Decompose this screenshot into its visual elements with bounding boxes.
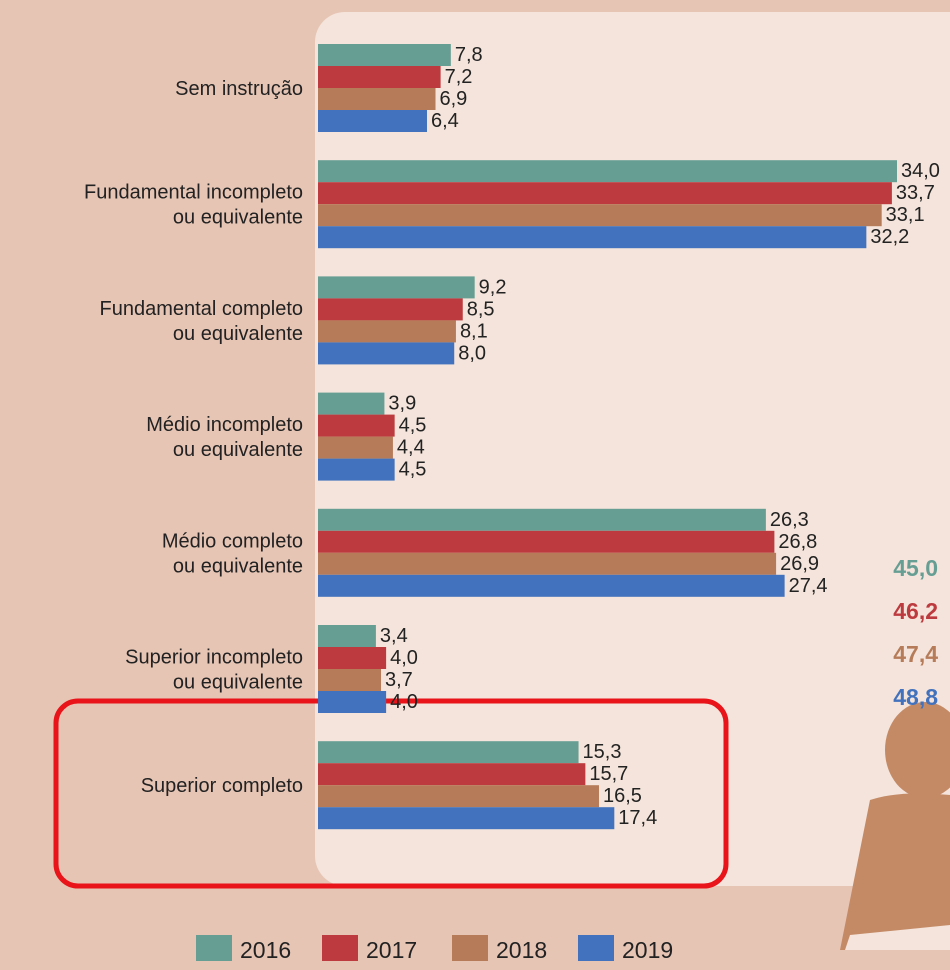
chart: Sem instrução 7,87,26,96,4 Fundamental inc… <box>0 0 950 965</box>
value-label: 4,0 <box>390 647 418 669</box>
bar <box>318 437 393 459</box>
legend-label: 2019 <box>622 937 673 963</box>
annotation: 48,8 <box>893 684 938 710</box>
value-label: 4,4 <box>397 437 425 459</box>
value-label: 17,4 <box>618 807 657 829</box>
bar <box>318 182 892 204</box>
value-label: 4,5 <box>399 459 427 481</box>
value-label: 3,9 <box>388 393 416 415</box>
legend-swatch <box>196 935 232 961</box>
bar <box>318 320 456 342</box>
legend-label: 2017 <box>366 937 417 963</box>
value-label: 26,9 <box>780 553 819 575</box>
value-label: 6,4 <box>431 110 459 132</box>
bar <box>318 669 381 691</box>
bar <box>318 110 427 132</box>
value-label: 26,3 <box>770 509 809 531</box>
value-label: 9,2 <box>479 276 507 298</box>
value-label: 33,7 <box>896 182 935 204</box>
category-label: ou equivalente <box>173 439 303 461</box>
bar <box>318 66 441 88</box>
value-label: 8,0 <box>458 342 486 364</box>
category-label: Fundamental completo <box>100 298 303 320</box>
legend-label: 2016 <box>240 937 291 963</box>
category-label: ou equivalente <box>173 207 303 229</box>
value-label: 27,4 <box>789 575 828 597</box>
value-label: 8,1 <box>460 320 488 342</box>
bar <box>318 226 866 248</box>
bar <box>318 741 579 763</box>
category-label: ou equivalente <box>173 555 303 577</box>
bar <box>318 763 585 785</box>
value-label: 15,3 <box>583 741 622 763</box>
bar <box>318 575 785 597</box>
value-label: 6,9 <box>440 88 468 110</box>
annotation: 46,2 <box>893 598 938 624</box>
bar <box>318 807 614 829</box>
bar <box>318 625 376 647</box>
bar <box>318 298 463 320</box>
category-label: ou equivalente <box>173 323 303 345</box>
page: Sem instrução 7,87,26,96,4 Fundamental inc… <box>0 0 950 965</box>
legend-swatch <box>452 935 488 961</box>
bar <box>318 44 451 66</box>
value-label: 3,4 <box>380 625 408 647</box>
category-label: Médio completo <box>162 530 303 552</box>
value-label: 3,7 <box>385 669 413 691</box>
category-label: Médio incompleto <box>146 414 303 436</box>
bar <box>318 88 436 110</box>
value-label: 34,0 <box>901 160 940 182</box>
bar <box>318 509 766 531</box>
value-label: 16,5 <box>603 785 642 807</box>
annotation: 45,0 <box>893 555 938 581</box>
category-label: Sem instrução <box>175 78 303 100</box>
category-label: Superior completo <box>141 775 303 797</box>
value-label: 4,0 <box>390 691 418 713</box>
bar <box>318 415 395 437</box>
bar <box>318 160 897 182</box>
bar <box>318 204 882 226</box>
value-label: 7,8 <box>455 44 483 66</box>
bar <box>318 459 395 481</box>
bar <box>318 531 774 553</box>
value-label: 15,7 <box>589 763 628 785</box>
bar <box>318 785 599 807</box>
bar <box>318 393 384 415</box>
legend-swatch <box>578 935 614 961</box>
value-label: 4,5 <box>399 415 427 437</box>
bar <box>318 553 776 575</box>
category-label: ou equivalente <box>173 672 303 694</box>
value-label: 7,2 <box>445 66 473 88</box>
bar <box>318 647 386 669</box>
legend-label: 2018 <box>496 937 547 963</box>
bar <box>318 276 475 298</box>
value-label: 32,2 <box>870 226 909 248</box>
value-label: 26,8 <box>778 531 817 553</box>
annotation: 47,4 <box>893 641 938 667</box>
category-label: Fundamental incompleto <box>84 182 303 204</box>
value-label: 8,5 <box>467 298 495 320</box>
legend-swatch <box>322 935 358 961</box>
bar <box>318 342 454 364</box>
bar <box>318 691 386 713</box>
value-label: 33,1 <box>886 204 925 226</box>
category-label: Superior incompleto <box>125 647 303 669</box>
